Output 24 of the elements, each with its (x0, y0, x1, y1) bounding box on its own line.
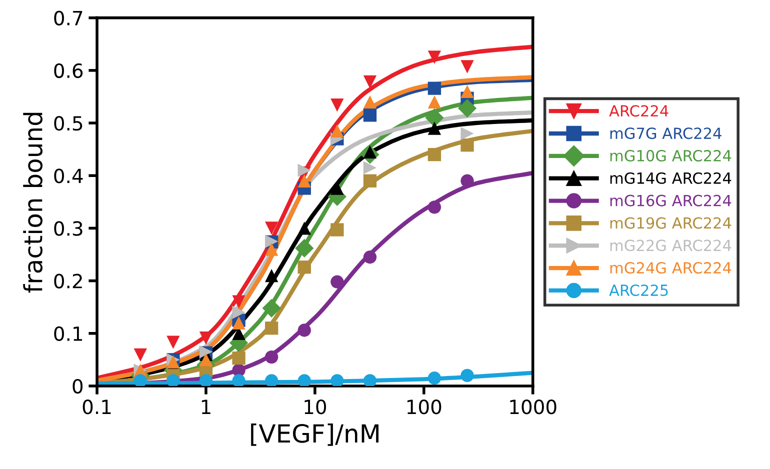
y-tick-label: 0.3 (54, 221, 82, 236)
y-tick-label: 0 (72, 378, 83, 394)
x-tick-label: 1000 (510, 400, 556, 414)
x-tick-label: 0.1 (82, 400, 111, 414)
legend-label: mG10G ARC224 (610, 150, 732, 162)
y-tick-label: 0.2 (54, 274, 82, 288)
legend-label: ARC225 (609, 284, 668, 296)
legend-label: mG22G ARC224 (610, 240, 732, 252)
x-axis-title: [VEGF]/nM (251, 424, 378, 446)
x-tick-label: 1 (202, 400, 210, 414)
y-tick-label: 0.6 (54, 63, 83, 78)
x-tick-label: 100 (407, 400, 442, 414)
y-tick-label: 0.1 (54, 326, 82, 342)
x-tick-label: 10 (304, 400, 326, 414)
y-tick-label: 0.4 (54, 168, 83, 184)
legend-label: mG7G ARC224 (610, 128, 722, 140)
y-axis-title: fraction bound (23, 112, 43, 293)
legend-label: ARC224 (609, 105, 668, 117)
y-tick-label: 0.7 (54, 10, 82, 26)
y-tick-label: 0.5 (54, 116, 82, 131)
legend-label: mG14G ARC224 (610, 172, 732, 184)
legend-label: mG19G ARC224 (610, 217, 732, 229)
legend-label: mG16G ARC224 (610, 194, 732, 206)
legend-label: mG24G ARC224 (610, 262, 732, 274)
